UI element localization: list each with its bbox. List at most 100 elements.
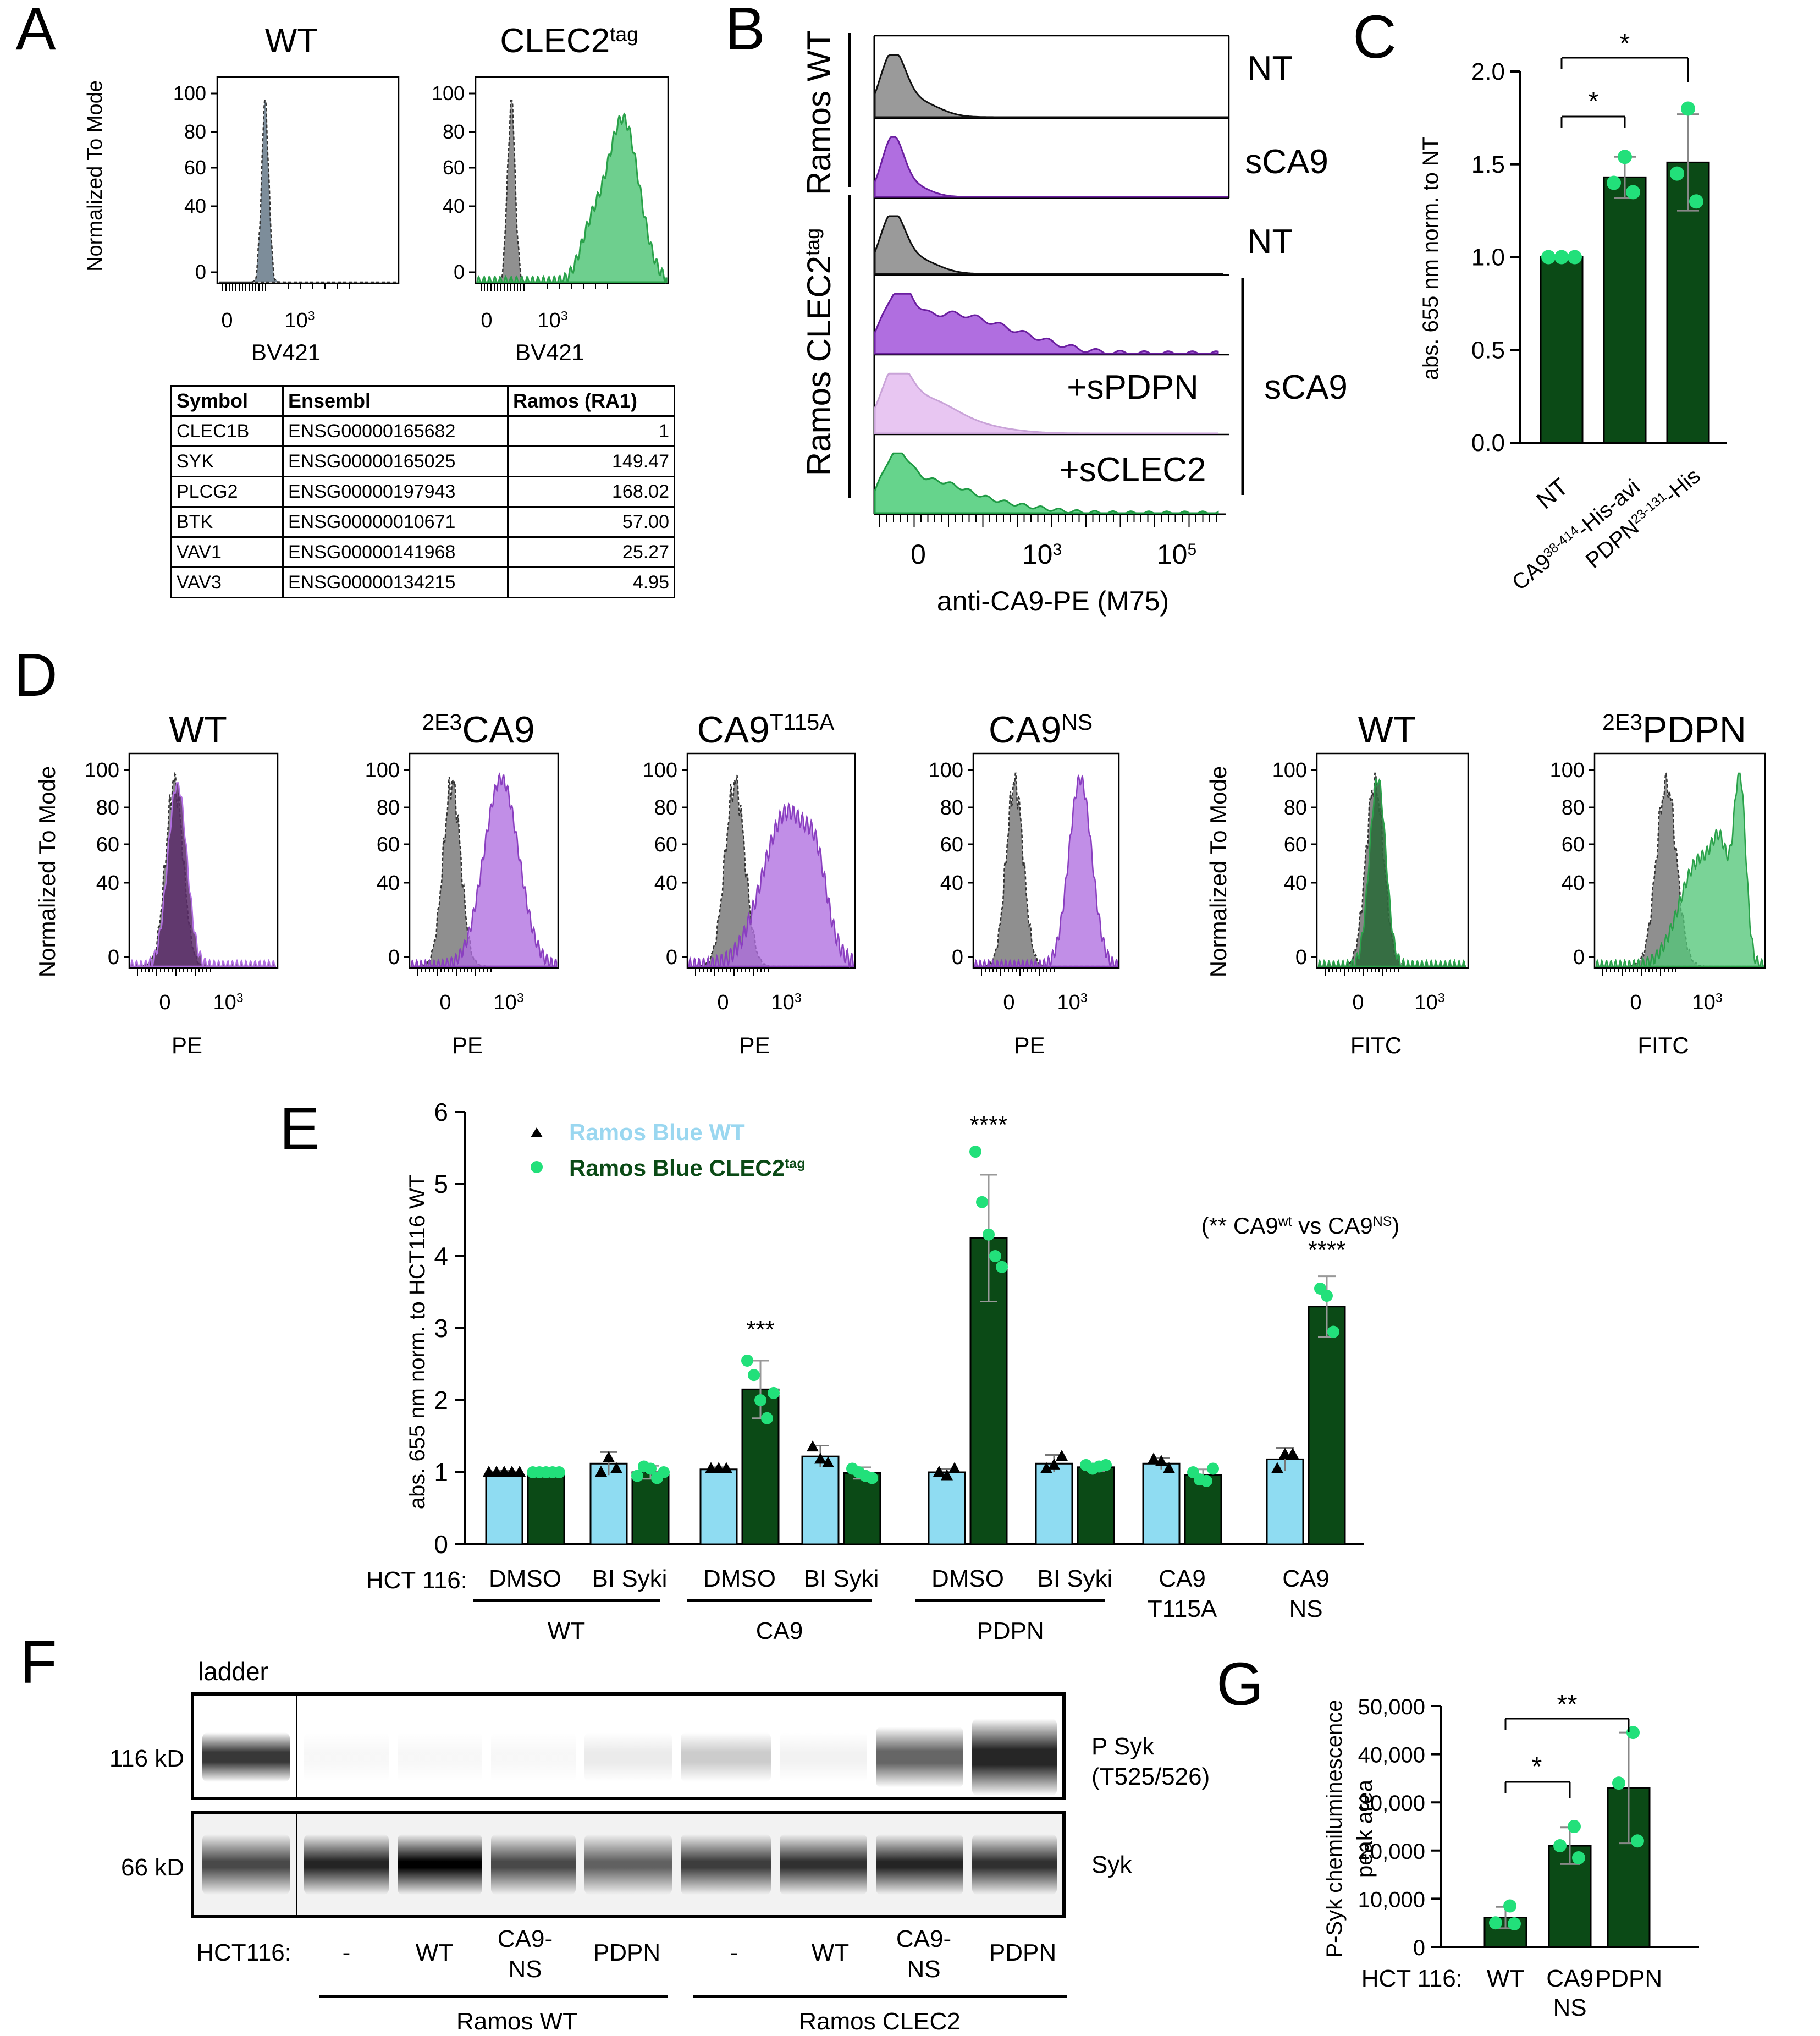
y-tick-label: 2 (434, 1386, 448, 1415)
bar-wt (928, 1471, 966, 1545)
y-axis-label: peak area (1353, 1779, 1377, 1878)
superscript: 3 (308, 309, 315, 323)
table-cell: 1 (507, 415, 675, 447)
text-segment: vs CA9 (1292, 1213, 1373, 1239)
x-tick-label: 0 (717, 991, 729, 1014)
y-tick-label: 2.0 (1471, 58, 1505, 85)
syk-band (304, 1834, 389, 1895)
data-point-circle (748, 1369, 760, 1382)
x-tick-label: 103 (1414, 991, 1444, 1014)
bar-clec2 (1308, 1306, 1346, 1545)
plot-title: WT (265, 22, 318, 60)
data-point-triangle (1056, 1450, 1068, 1461)
y-tick-label: 1 (434, 1458, 448, 1487)
stain-histogram (1595, 772, 1764, 967)
y-tick-label: 60 (940, 833, 963, 856)
sample-histogram (874, 452, 1219, 514)
x-tick-label: 0 (439, 991, 451, 1014)
group-label: PDPN (977, 1617, 1044, 1644)
text-segment: CA9 (697, 709, 769, 751)
row-label: sCA9 (1245, 143, 1328, 181)
text-segment: CLEC2 (500, 22, 610, 60)
data-point-triangle (506, 1466, 518, 1477)
y-tick-label: 0.0 (1471, 430, 1505, 456)
table-cell: ENSG00000010671 (282, 506, 509, 538)
psyk-band (304, 1732, 389, 1782)
data-point-triangle (603, 1451, 615, 1462)
bar-wt (1142, 1462, 1181, 1545)
syk-band (491, 1834, 576, 1895)
x-tick-label: 0 (159, 991, 170, 1014)
significance-star: * (1532, 1752, 1542, 1781)
group-label: CA9 (756, 1617, 803, 1644)
text-segment: 10 (213, 991, 236, 1014)
data-point (1631, 1834, 1644, 1848)
plot-frame (1593, 752, 1766, 969)
table-cell: ENSG00000197943 (282, 476, 509, 508)
data-point-triangle (720, 1462, 732, 1473)
superscript: 2E3 (422, 709, 462, 735)
stain-histogram (130, 782, 276, 968)
table-row: VAV1 ENSG00000141968 25.27 (170, 536, 675, 568)
data-point-triangle (713, 1462, 725, 1473)
data-point (1618, 150, 1632, 164)
group-label: Ramos WT (456, 2008, 577, 2035)
y-tick-label: 5 (434, 1170, 448, 1198)
table-row: SYK ENSG00000165025 149.47 (170, 445, 675, 477)
y-tick-label: 60 (1284, 833, 1307, 856)
x-axis-label: anti-CA9-PE (M75) (937, 586, 1169, 617)
bracket-label: sCA9 (1264, 368, 1348, 406)
data-point-circle (658, 1466, 670, 1478)
text-segment: Ramos Blue CLEC2 (569, 1155, 785, 1181)
legend-marker (531, 1161, 543, 1173)
superscript: 3 (236, 991, 244, 1005)
x-tick-label: 0 (911, 539, 926, 570)
panel-letter-g: G (1216, 1650, 1264, 1718)
plot-title: CLEC2tag (500, 22, 638, 60)
y-tick-label: 100 (1272, 759, 1307, 782)
y-tick-label: 0.5 (1471, 337, 1505, 364)
data-point-triangle (822, 1456, 834, 1467)
superscript: tag (785, 1156, 806, 1171)
table-row: PLCG2 ENSG00000197943 168.02 (170, 476, 675, 508)
data-point-circle (741, 1354, 753, 1367)
x-axis-label: FITC (1350, 1032, 1402, 1058)
data-point-triangle (1271, 1462, 1283, 1473)
data-point-circle (754, 1394, 766, 1406)
x-tick-label: BI Syki (592, 1565, 668, 1592)
plot-title: WT (169, 709, 227, 751)
y-tick-label: 40 (184, 195, 206, 217)
y-tick-label: 40 (1562, 872, 1585, 895)
y-tick-label: 80 (96, 796, 119, 819)
psyk-band (876, 1727, 963, 1787)
superscript: 3 (517, 991, 524, 1005)
data-point-circle (553, 1466, 565, 1478)
x-tick-label: 105 (1157, 539, 1196, 570)
data-point-circle (969, 1146, 981, 1158)
y-tick-label: 100 (85, 759, 119, 782)
data-point-triangle (595, 1466, 607, 1477)
data-point-circle (1207, 1462, 1219, 1475)
table-cell: ENSG00000134215 (282, 566, 509, 598)
superscript: 3 (1716, 991, 1723, 1005)
y-tick-label: 80 (443, 120, 465, 143)
y-tick-label: 40 (654, 872, 677, 895)
y-tick-label: 0 (666, 946, 677, 969)
text-segment: 10 (1022, 539, 1053, 570)
x-tick-label: 103 (771, 991, 801, 1014)
table-cell: 25.27 (507, 536, 675, 568)
y-tick-label: 60 (377, 833, 400, 856)
clec2-histogram (476, 112, 668, 284)
table-cell: ENSG00000165682 (282, 415, 509, 447)
plot-frame (972, 752, 1120, 969)
x-tick-label: CA9 (1282, 1565, 1330, 1592)
plot-title: CA9NS (989, 709, 1093, 751)
text-segment: Ramos CLEC2 (801, 256, 837, 476)
x-tick-label: 103 (284, 309, 315, 332)
syk-band (681, 1834, 771, 1895)
lane-title: HCT116: (196, 1939, 291, 1966)
superscript: tag (610, 23, 638, 46)
psyk-band (584, 1732, 672, 1782)
table-row: CLEC1B ENSG00000165682 1 (170, 415, 675, 447)
data-point-triangle (498, 1466, 510, 1477)
